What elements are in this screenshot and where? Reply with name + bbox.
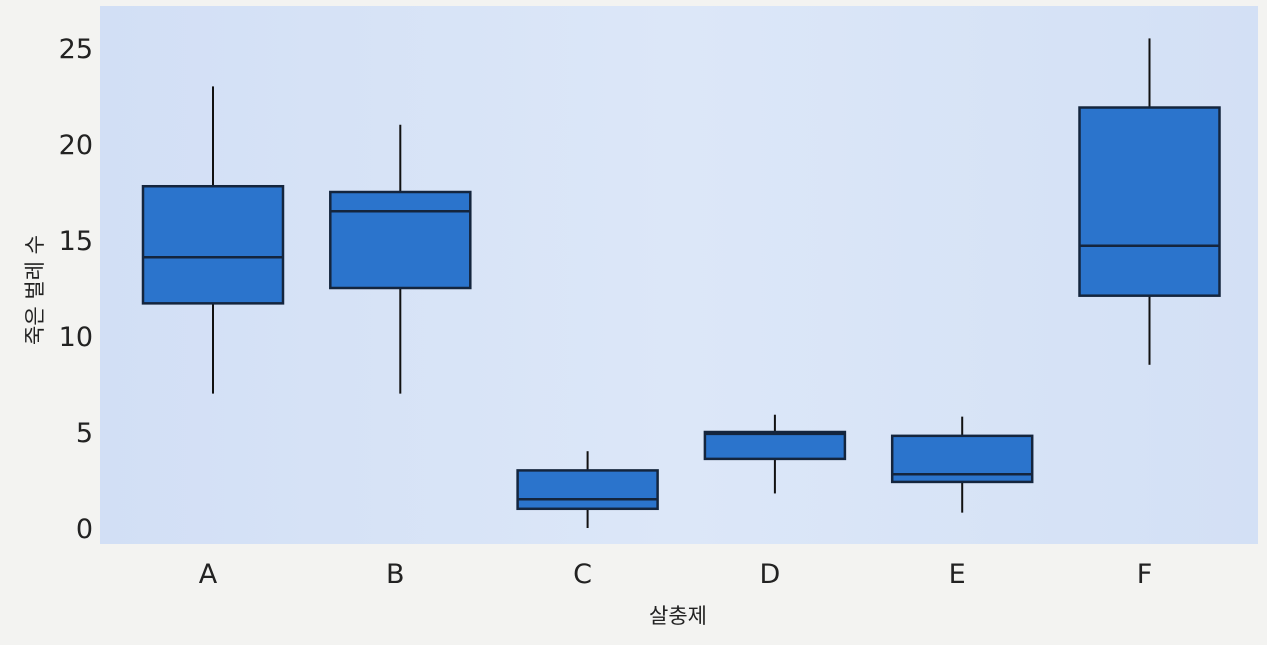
y-tick-label: 10 xyxy=(59,322,93,353)
box-B xyxy=(329,124,472,394)
iqr-box xyxy=(329,190,472,290)
iqr-box xyxy=(516,469,659,511)
x-tick-label: F xyxy=(1137,559,1153,590)
x-tick-label: A xyxy=(199,559,218,590)
x-tick-label: E xyxy=(949,559,966,590)
iqr-box xyxy=(1078,106,1221,297)
y-tick-label: 5 xyxy=(76,418,93,449)
x-tick-label: C xyxy=(573,559,592,590)
y-axis: 0 5 10 15 20 25 xyxy=(59,34,93,545)
box-series xyxy=(141,38,1221,528)
box-E xyxy=(890,416,1034,513)
box-A xyxy=(141,86,285,394)
y-tick-label: 0 xyxy=(76,514,93,545)
y-tick-label: 20 xyxy=(59,130,93,161)
iqr-box xyxy=(141,184,285,305)
box-D xyxy=(703,414,847,494)
y-axis-title: 죽은 벌레 수 xyxy=(23,235,47,345)
x-axis: A B C D E F xyxy=(199,559,1153,590)
x-axis-title: 살충제 xyxy=(649,604,707,628)
iqr-box xyxy=(703,430,847,461)
x-tick-label: B xyxy=(386,559,405,590)
y-tick-label: 25 xyxy=(59,34,93,65)
plot-background xyxy=(100,6,1258,544)
y-tick-label: 15 xyxy=(59,226,93,257)
box-F xyxy=(1078,38,1221,365)
box-C xyxy=(516,451,659,528)
x-tick-label: D xyxy=(760,559,781,590)
